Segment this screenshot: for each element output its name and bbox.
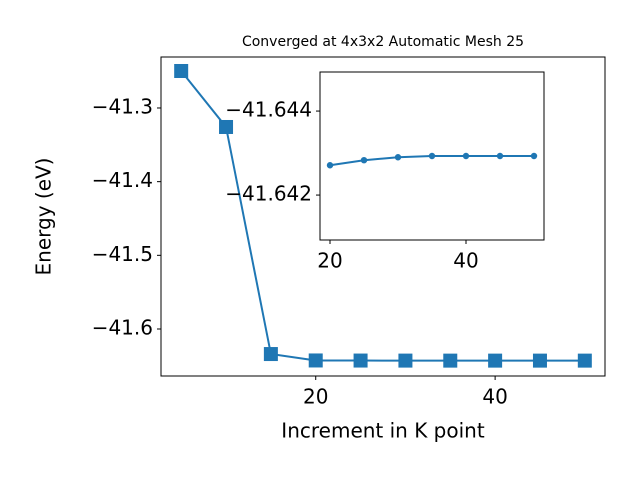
y-tick-label: −41.5 bbox=[92, 242, 153, 266]
marker bbox=[360, 157, 368, 164]
y-tick-label: −41.3 bbox=[92, 94, 153, 118]
marker bbox=[353, 353, 368, 368]
marker bbox=[308, 353, 323, 368]
y-tick-label: −41.4 bbox=[92, 168, 153, 192]
marker bbox=[174, 63, 189, 78]
marker bbox=[530, 152, 538, 160]
marker bbox=[443, 353, 458, 368]
x-tick-label: 40 bbox=[482, 385, 507, 409]
chart-title: Converged at 4x3x2 Automatic Mesh 25 bbox=[242, 34, 524, 50]
x-tick-label: 40 bbox=[453, 249, 478, 273]
marker bbox=[326, 162, 334, 169]
marker bbox=[428, 152, 436, 160]
marker bbox=[532, 353, 547, 368]
series-line bbox=[180, 70, 585, 362]
marker bbox=[462, 152, 470, 160]
y-axis-label: Energy (eV) bbox=[32, 158, 56, 276]
marker bbox=[219, 119, 234, 134]
x-axis-label: Increment in K point bbox=[281, 419, 485, 443]
marker bbox=[398, 353, 413, 368]
marker bbox=[263, 347, 278, 362]
x-tick-label: 20 bbox=[317, 249, 342, 273]
y-tick-label: −41.642 bbox=[225, 182, 312, 206]
x-tick-label: 20 bbox=[303, 385, 328, 409]
y-tick-label: −41.644 bbox=[225, 98, 312, 122]
marker bbox=[577, 353, 592, 368]
marker bbox=[488, 353, 503, 368]
y-tick-label: −41.6 bbox=[92, 315, 153, 339]
marker bbox=[496, 152, 504, 160]
marker bbox=[394, 154, 402, 161]
